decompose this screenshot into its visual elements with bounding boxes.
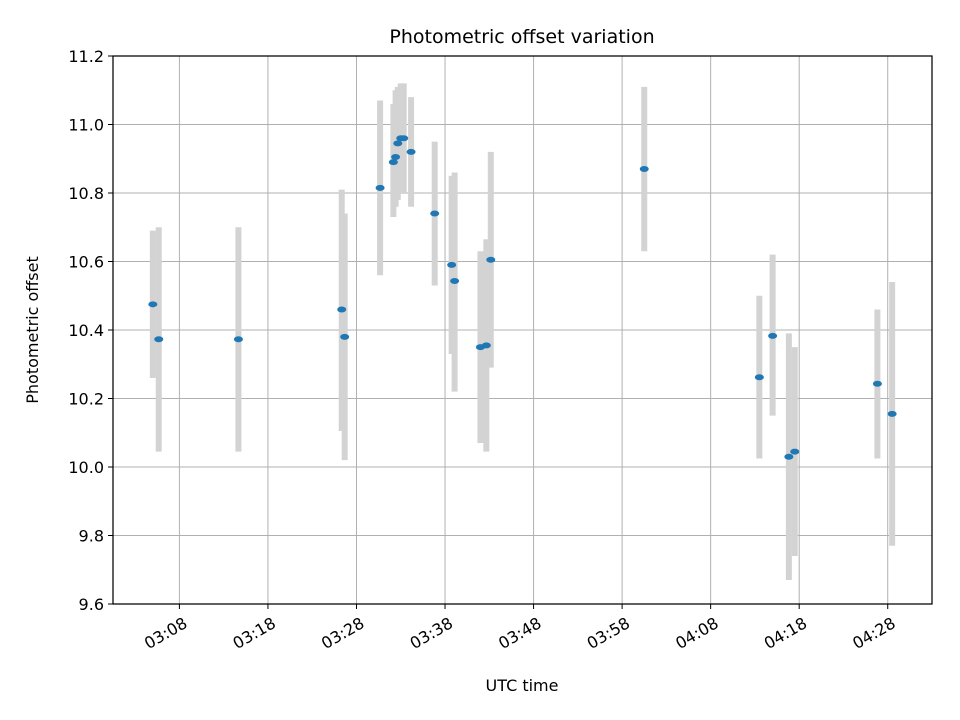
data-point — [399, 135, 409, 142]
data-point — [784, 453, 794, 460]
y-tick-label: 11.0 — [68, 116, 104, 135]
data-point — [375, 184, 385, 191]
data-point — [450, 278, 460, 285]
data-point — [481, 342, 491, 349]
data-point — [154, 336, 164, 343]
data-point — [148, 301, 158, 308]
data-point — [340, 333, 350, 340]
y-axis-ticks: 9.6 9.8 10.0 10.2 10.4 10.6 10.8 11.0 11.2 — [68, 47, 113, 614]
data-point — [233, 336, 243, 343]
y-tick-label: 10.2 — [68, 390, 104, 409]
data-point — [768, 332, 778, 339]
data-point — [393, 140, 403, 147]
data-point — [337, 306, 347, 313]
data-point — [872, 380, 882, 387]
data-point — [486, 256, 496, 263]
data-point — [639, 166, 649, 173]
y-tick-label: 10.0 — [68, 458, 104, 477]
x-axis-label: UTC time — [486, 676, 559, 695]
data-point — [887, 410, 897, 417]
data-point — [790, 448, 800, 455]
data-point — [388, 159, 398, 166]
data-point — [406, 148, 416, 155]
data-point — [447, 261, 457, 268]
data-point — [754, 374, 764, 381]
y-tick-label: 9.8 — [79, 527, 104, 546]
data-point — [430, 210, 440, 217]
y-tick-label: 9.6 — [79, 595, 104, 614]
chart-title: Photometric offset variation — [389, 26, 654, 48]
y-axis-label: Photometric offset — [23, 256, 42, 404]
data-points — [148, 135, 897, 460]
y-tick-label: 10.8 — [68, 184, 104, 203]
y-tick-label: 11.2 — [68, 47, 104, 66]
y-tick-label: 10.4 — [68, 321, 104, 340]
data-point — [391, 154, 401, 161]
y-tick-label: 10.6 — [68, 253, 104, 272]
